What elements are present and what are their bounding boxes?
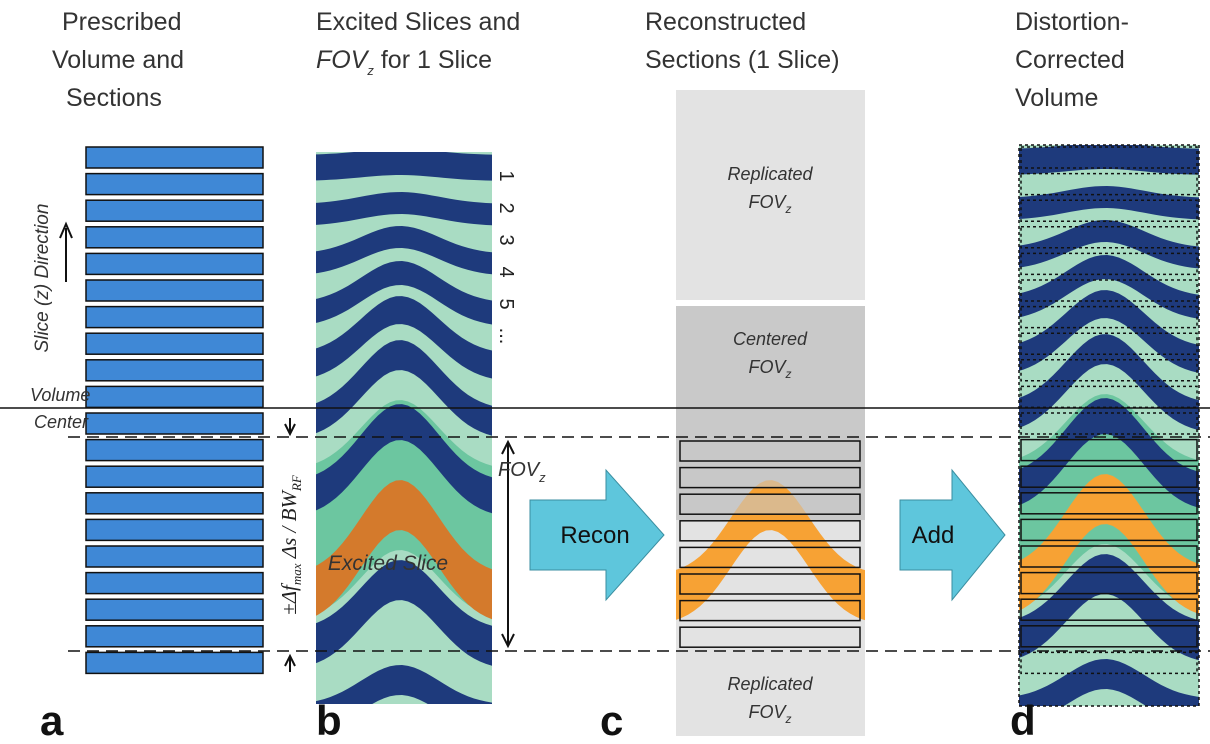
label-part: z bbox=[785, 712, 792, 726]
section bbox=[86, 253, 263, 274]
panel-title: Sections bbox=[66, 84, 162, 112]
panel-letter: c bbox=[600, 697, 623, 744]
panel-title: Excited Slices and bbox=[316, 8, 520, 36]
center-label: Volume bbox=[30, 385, 90, 405]
section bbox=[86, 546, 263, 567]
section bbox=[86, 147, 263, 168]
title-part: FOV bbox=[316, 46, 370, 74]
section bbox=[86, 227, 263, 248]
section bbox=[86, 519, 263, 540]
label-part: z bbox=[538, 470, 546, 485]
panel-title: Volume and bbox=[52, 46, 184, 74]
label-part: FOV bbox=[748, 702, 787, 722]
section bbox=[86, 440, 263, 461]
slice-number: ... bbox=[495, 328, 517, 345]
label-part: z bbox=[785, 202, 792, 216]
direction-label: Slice (z) Direction bbox=[32, 204, 53, 353]
panel-letter: a bbox=[40, 697, 64, 744]
shift-arrow bbox=[285, 656, 295, 672]
panel-title: Distortion- bbox=[1015, 8, 1129, 36]
section bbox=[86, 200, 263, 221]
slice-number: 2 bbox=[495, 202, 517, 213]
panel-title: Sections (1 Slice) bbox=[645, 46, 840, 74]
section bbox=[86, 493, 263, 514]
section bbox=[86, 307, 263, 328]
section bbox=[86, 333, 263, 354]
slice-number: 1 bbox=[495, 170, 517, 181]
region-label: Centered bbox=[733, 329, 808, 349]
section bbox=[86, 413, 263, 434]
center-label: Center bbox=[34, 412, 89, 432]
direction-arrow bbox=[60, 224, 72, 282]
arrow-label: Recon bbox=[560, 522, 629, 549]
panel-title: Volume bbox=[1015, 84, 1098, 112]
panel-letter: d bbox=[1010, 697, 1036, 744]
label-part: max bbox=[289, 563, 304, 585]
panel-letter: b bbox=[316, 697, 342, 744]
panel-title: Reconstructed bbox=[645, 8, 806, 36]
label-part: FOV bbox=[748, 192, 787, 212]
arrow-label: Add bbox=[912, 522, 955, 549]
section bbox=[86, 626, 263, 647]
section bbox=[86, 573, 263, 594]
label-part: z bbox=[785, 367, 792, 381]
shift-label: ±Δfmax Δs / BWRF bbox=[277, 474, 304, 615]
slice-number: 3 bbox=[495, 234, 517, 245]
label-part: FOV bbox=[748, 357, 787, 377]
section bbox=[86, 386, 263, 407]
fov-label: FOVz bbox=[498, 459, 546, 485]
section bbox=[86, 652, 263, 673]
label-part: ±Δf bbox=[277, 582, 301, 615]
excited-label: Excited Slice bbox=[328, 552, 448, 575]
section bbox=[680, 441, 860, 461]
label-part: Δs / BW bbox=[277, 489, 301, 564]
panel-title: Prescribed bbox=[62, 8, 182, 36]
section bbox=[86, 174, 263, 195]
label-part: RF bbox=[289, 474, 304, 492]
figure: Prescribed Volume and Sections Slice (z)… bbox=[0, 0, 1210, 744]
shift-arrow bbox=[285, 418, 295, 434]
label-part: FOV bbox=[498, 459, 541, 481]
page: Prescribed Volume and Sections Slice (z)… bbox=[0, 0, 1210, 744]
slice-numbers: 1 2 3 4 5... bbox=[495, 170, 517, 344]
region-label: Replicated bbox=[727, 164, 813, 184]
section bbox=[680, 468, 860, 488]
region-label: Replicated bbox=[727, 674, 813, 694]
section bbox=[86, 599, 263, 620]
slice-number: 5 bbox=[495, 298, 517, 309]
section bbox=[680, 494, 860, 514]
panel-title: Corrected bbox=[1015, 46, 1125, 74]
section bbox=[86, 466, 263, 487]
section bbox=[86, 280, 263, 301]
slice-number: 4 bbox=[495, 266, 517, 277]
section bbox=[86, 360, 263, 381]
title-part: for 1 Slice bbox=[374, 46, 492, 74]
panel-title: FOVz for 1 Slice bbox=[316, 46, 492, 78]
